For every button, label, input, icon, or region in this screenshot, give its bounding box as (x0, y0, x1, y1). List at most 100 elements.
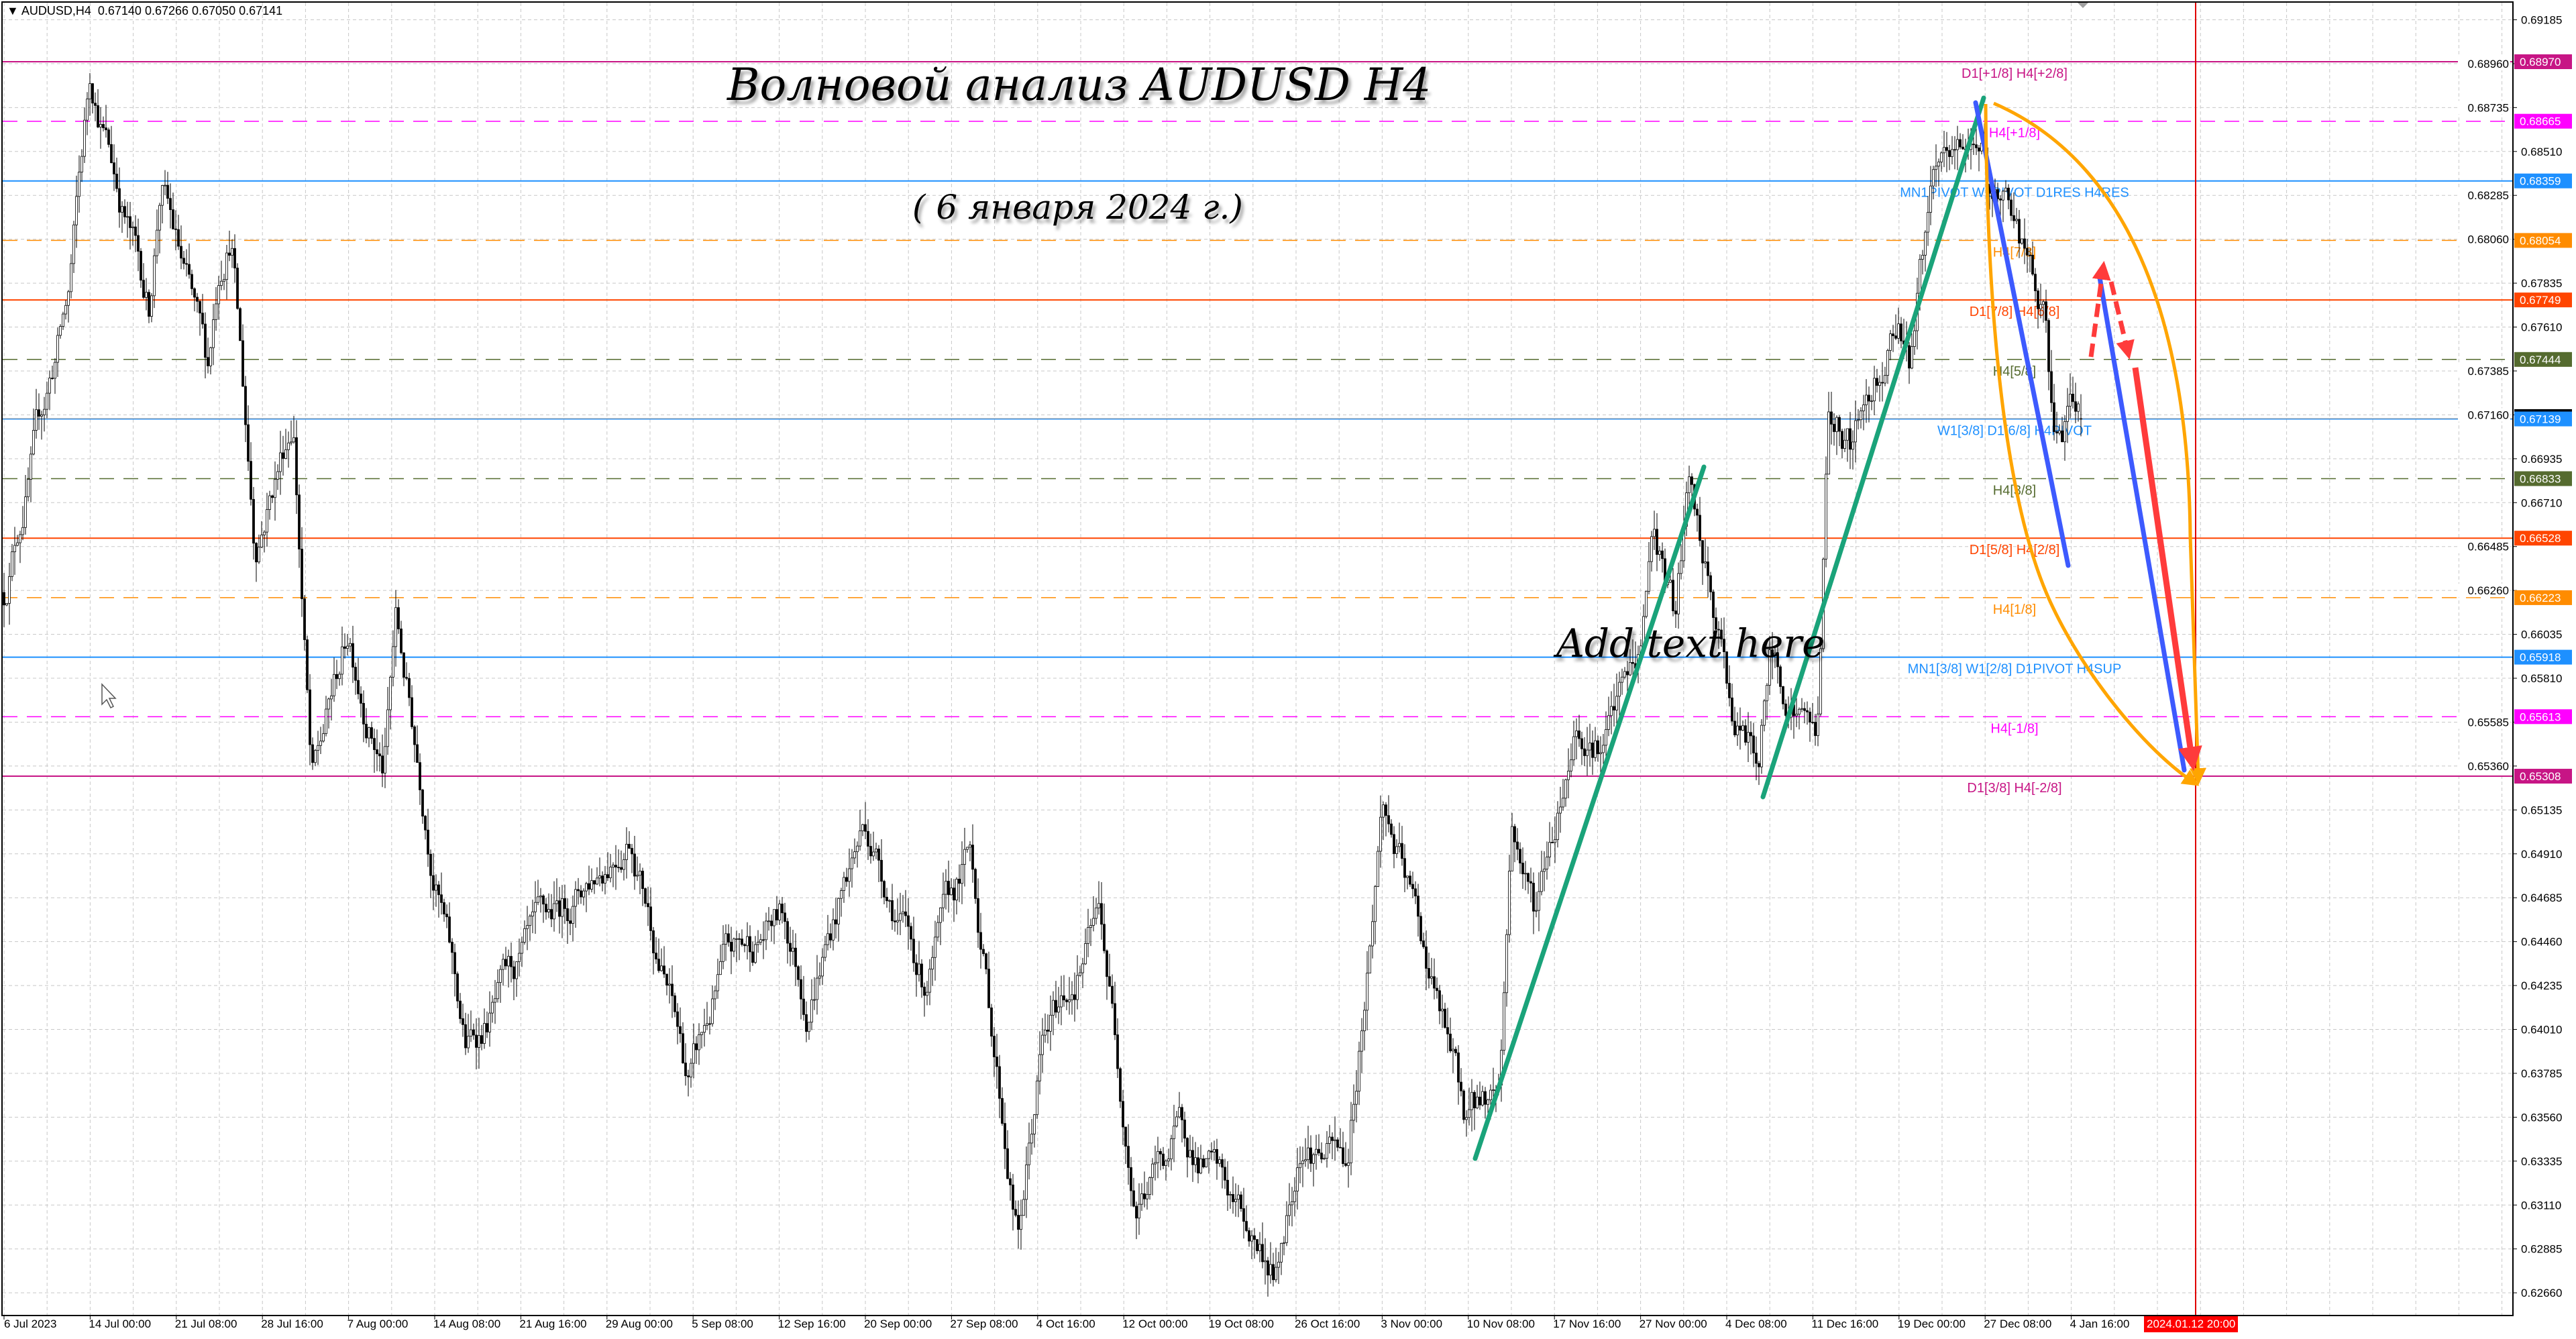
candle-bear (2061, 430, 2063, 443)
candle-bear (1186, 1138, 1189, 1158)
price-axis[interactable]: 0.69185 0.68510 0.67835 0.67610 0.66935 0.667… (2458, 13, 2572, 1299)
candle-bear (1715, 617, 1717, 630)
price-tick-label-backing (2458, 364, 2510, 378)
candle-bear (1004, 1123, 1006, 1149)
candle-bear (775, 909, 778, 920)
candle-bull (1366, 973, 1368, 1011)
candle-bear (1162, 1153, 1165, 1166)
candle-bull (1677, 573, 1680, 614)
candle-bear (1962, 146, 1964, 150)
candle-bear (472, 1029, 475, 1036)
candle-bull (778, 904, 781, 920)
candle-bear (1224, 1167, 1226, 1181)
orange-arc-inner[interactable] (1984, 103, 2200, 786)
candle-bull (1352, 1104, 1355, 1121)
price-tick-label-backing (2458, 408, 2510, 422)
candle-bear (397, 607, 400, 629)
candle-bear (370, 727, 373, 739)
candle-bear (545, 904, 547, 912)
level-price-tag (2514, 233, 2572, 248)
candle-bear (606, 874, 609, 878)
candle-bull (86, 99, 89, 121)
candle-bull (840, 890, 843, 899)
chart-title-annotation[interactable]: Волновой анализ AUDUSD H4 (727, 59, 1432, 111)
text-annotation[interactable]: Add text here (1556, 621, 1825, 666)
candle-bull (27, 479, 30, 498)
chart-header: ▼ AUDUSD,H4 0.67140 0.67266 0.67050 0.67… (7, 4, 282, 18)
candle-bull (572, 906, 574, 924)
candle-bull (816, 977, 818, 1000)
candle-bull (1283, 1242, 1285, 1244)
candle-bull (1554, 839, 1556, 843)
dropdown-triangle-icon[interactable]: ▼ (7, 4, 21, 17)
green-wave-line-1[interactable] (1472, 464, 1707, 1161)
time-tick-label: 26 Oct 16:00 (1295, 1318, 1360, 1330)
candle-bull (1763, 700, 1766, 726)
candle-bear (2072, 393, 2074, 403)
candle-bull (1919, 259, 1921, 294)
green-wave-line-2[interactable] (1760, 95, 1986, 800)
candle-bear (137, 235, 140, 252)
candle-bull (1280, 1243, 1283, 1263)
candle-bull (1481, 1091, 1484, 1106)
candle-bear (1460, 1081, 1462, 1091)
candle-bull (585, 883, 588, 892)
candle-bull (537, 896, 539, 903)
candle-bull (75, 196, 78, 225)
candle-bear (684, 1063, 687, 1077)
candle-bull (955, 879, 958, 901)
candle-bull (934, 936, 936, 958)
candle-bear (1752, 735, 1755, 753)
red-dashed-arrow-up[interactable] (2088, 260, 2111, 358)
candle-bull (145, 292, 148, 298)
red-arrow-down[interactable] (2132, 367, 2202, 771)
candle-bear (1342, 1147, 1344, 1164)
candle-bull (1355, 1091, 1358, 1105)
candle-bear (998, 1066, 1001, 1099)
candle-bull (639, 871, 641, 876)
candle-bear (1446, 1027, 1449, 1034)
candle-bull (209, 347, 212, 366)
price-tick-label: 0.68060 (2468, 233, 2509, 246)
time-tick-label: 12 Sep 16:00 (777, 1318, 846, 1330)
candle-bear (1339, 1146, 1342, 1148)
level-price-tag-label: 0.68359 (2520, 175, 2561, 188)
candle-bear (405, 677, 408, 679)
blue-wave-line-1[interactable] (1973, 100, 2071, 568)
orange-arc-outer[interactable] (1993, 101, 2206, 785)
candle-bear (601, 875, 604, 884)
red-dashed-arrow-down[interactable] (2108, 281, 2135, 360)
candle-bull (1564, 779, 1567, 799)
scroll-marker-icon[interactable] (2078, 3, 2088, 8)
candle-bull (1154, 1162, 1157, 1165)
candle-bull (888, 900, 891, 902)
candle-bull (716, 974, 719, 992)
candle-bull (1680, 560, 1682, 574)
candle-bull (1363, 1010, 1366, 1032)
candle-bull (13, 545, 16, 552)
candle-bear (800, 979, 802, 1000)
candle-bear (923, 986, 926, 996)
candle-bull (483, 1023, 486, 1044)
candle-bear (665, 973, 668, 986)
drawings[interactable] (1472, 3, 2206, 1316)
candle-bear (1473, 1091, 1476, 1109)
candle-bear (1513, 826, 1516, 843)
date-annotation[interactable]: ( 6 января 2024 г.) (912, 188, 1243, 227)
candle-bear (1527, 873, 1529, 882)
candle-bull (792, 947, 794, 952)
candle-bear (1999, 199, 2002, 201)
candle-bull (1146, 1194, 1148, 1199)
candle-bull (706, 1023, 708, 1026)
blue-wave-line-2[interactable] (2096, 271, 2187, 773)
candle-bull (1929, 185, 1932, 213)
candle-bear (985, 953, 987, 969)
level-label: MN1PIVOT W1PIVOT D1RES H4RES (1900, 186, 2129, 201)
candle-bull (1285, 1215, 1288, 1243)
candle-bull (1288, 1204, 1291, 1216)
candle-bull (496, 982, 499, 1000)
candle-bull (80, 156, 83, 172)
candle-bear (885, 896, 888, 902)
candle-bear (236, 268, 239, 309)
